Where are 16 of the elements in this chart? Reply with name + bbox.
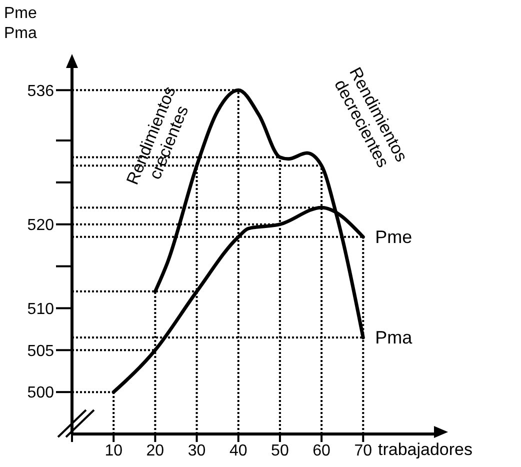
- x-axis-title: trabajadores: [378, 440, 473, 460]
- y-tick-label: 510: [27, 300, 54, 318]
- x-tick-label: 20: [146, 442, 164, 460]
- x-tick-label: 30: [188, 442, 206, 460]
- x-tick-label: 70: [354, 442, 372, 460]
- y-tick-label: 536: [27, 82, 54, 100]
- y-tick-label: 500: [27, 384, 54, 402]
- x-tick-label: 60: [312, 442, 331, 460]
- y-tick-label: 505: [27, 342, 54, 360]
- x-tick-label: 10: [104, 442, 123, 460]
- y-tick-label: 520: [27, 217, 54, 234]
- series-label: Pme: [375, 226, 412, 247]
- y-axis-title: Pme Pma: [4, 4, 37, 44]
- series-label: Pma: [375, 328, 414, 348]
- x-tick-label: 40: [229, 442, 248, 460]
- x-tick-label: 50: [271, 442, 289, 460]
